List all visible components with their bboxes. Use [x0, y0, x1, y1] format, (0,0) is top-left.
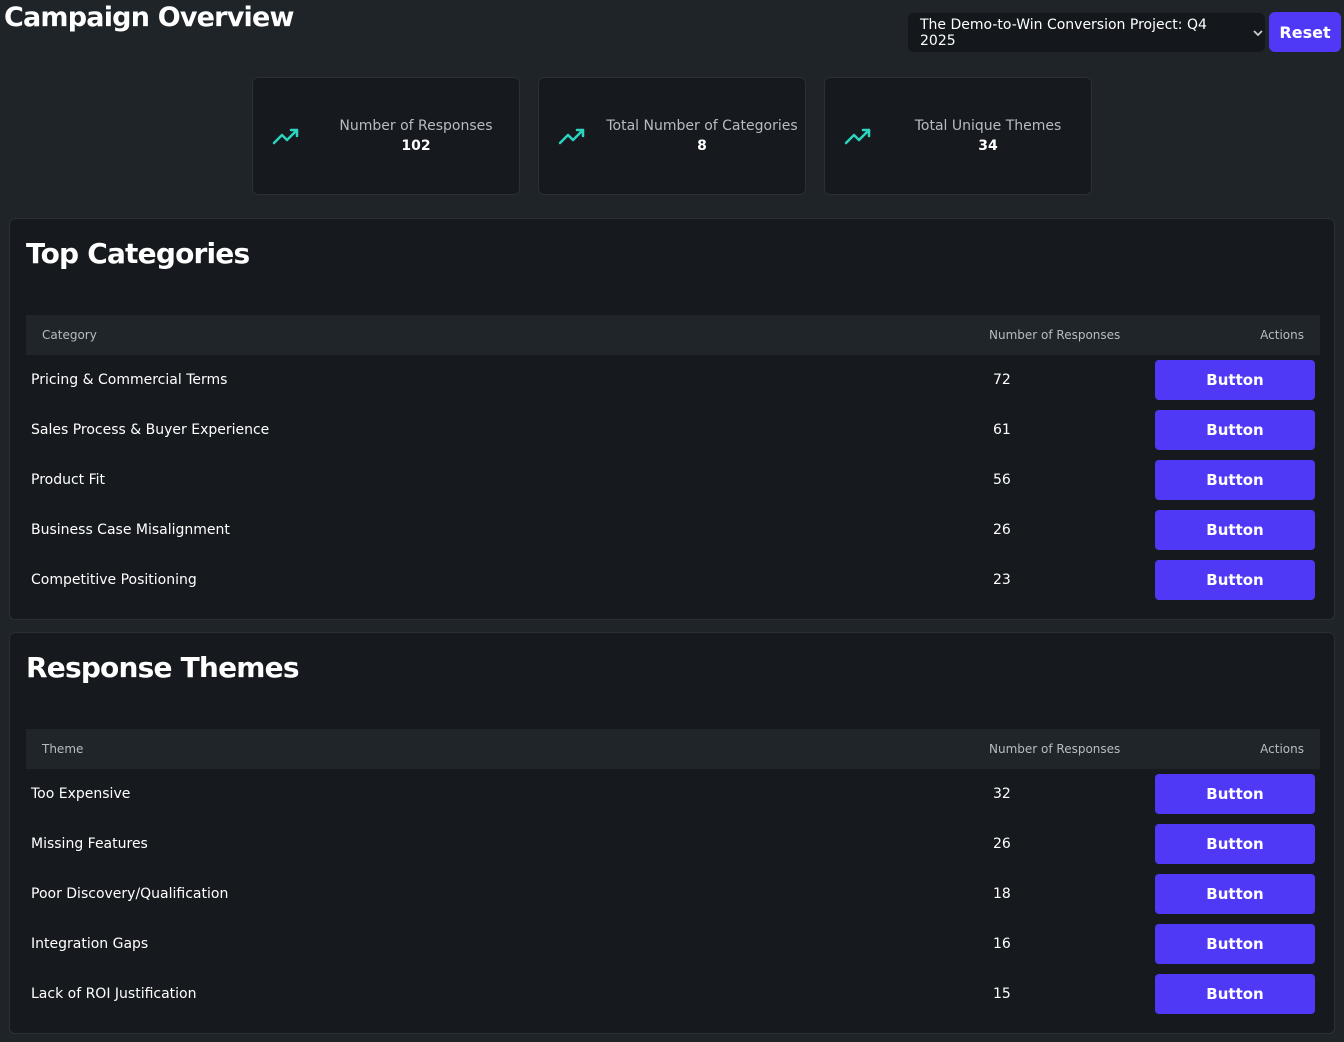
row-count: 26	[993, 836, 1011, 852]
row-label: Lack of ROI Justification	[31, 986, 197, 1002]
reset-button[interactable]: Reset	[1269, 12, 1341, 52]
table-row: Competitive Positioning 23 Button	[26, 555, 1320, 605]
action-button[interactable]: Button	[1155, 560, 1315, 600]
row-count: 72	[993, 372, 1011, 388]
row-label: Integration Gaps	[31, 936, 149, 952]
trend-icon	[272, 128, 299, 145]
table-row: Pricing & Commercial Terms 72 Button	[26, 355, 1320, 405]
row-count: 16	[993, 936, 1011, 952]
row-label: Missing Features	[31, 836, 148, 852]
table-row: Product Fit 56 Button	[26, 455, 1320, 505]
project-select[interactable]: The Demo-to-Win Conversion Project: Q4 2…	[908, 13, 1265, 52]
row-label: Poor Discovery/Qualification	[31, 886, 229, 902]
column-header: Number of Responses	[989, 328, 1121, 342]
column-header: Theme	[42, 742, 84, 756]
row-count: 61	[993, 422, 1011, 438]
action-button[interactable]: Button	[1155, 774, 1315, 814]
stat-label: Number of Responses	[339, 118, 493, 134]
trend-icon	[844, 128, 871, 145]
row-label: Sales Process & Buyer Experience	[31, 422, 270, 438]
panel-title: Top Categories	[26, 237, 250, 270]
row-label: Business Case Misalignment	[31, 522, 230, 538]
row-count: 15	[993, 986, 1011, 1002]
row-count: 18	[993, 886, 1011, 902]
stat-value: 8	[697, 138, 707, 154]
row-count: 32	[993, 786, 1011, 802]
action-button[interactable]: Button	[1155, 410, 1315, 450]
table-panel: Response Themes Theme Number of Responses A…	[9, 632, 1335, 1034]
action-button[interactable]: Button	[1155, 924, 1315, 964]
stat-card: Number of Responses 102	[252, 77, 520, 195]
stat-label: Total Unique Themes	[914, 118, 1062, 134]
table-row: Sales Process & Buyer Experience 61 Button	[26, 405, 1320, 455]
action-button[interactable]: Button	[1155, 874, 1315, 914]
table-header: Category Number of Responses Actions	[26, 315, 1320, 355]
action-button[interactable]: Button	[1155, 974, 1315, 1014]
table-row: Too Expensive 32 Button	[26, 769, 1320, 819]
stat-card: Total Number of Categories 8	[538, 77, 806, 195]
action-button[interactable]: Button	[1155, 360, 1315, 400]
page-title: Campaign Overview	[4, 2, 294, 33]
stat-value: 34	[978, 138, 998, 154]
row-count: 56	[993, 472, 1011, 488]
column-header: Category	[42, 328, 97, 342]
chevron-icon	[1253, 29, 1263, 36]
table-row: Missing Features 26 Button	[26, 819, 1320, 869]
action-button[interactable]: Button	[1155, 510, 1315, 550]
table-row: Lack of ROI Justification 15 Button	[26, 969, 1320, 1019]
trend-icon	[558, 128, 585, 145]
row-label: Too Expensive	[31, 786, 131, 802]
table-row: Integration Gaps 16 Button	[26, 919, 1320, 969]
action-button[interactable]: Button	[1155, 824, 1315, 864]
row-label: Pricing & Commercial Terms	[31, 372, 228, 388]
stat-card: Total Unique Themes 34	[824, 77, 1092, 195]
column-header: Actions	[1260, 742, 1304, 756]
row-label: Competitive Positioning	[31, 572, 197, 588]
stat-value: 102	[401, 138, 431, 154]
row-count: 23	[993, 572, 1011, 588]
project-name: The Demo-to-Win Conversion Project: Q4 2…	[920, 16, 1207, 49]
column-header: Actions	[1260, 328, 1304, 342]
row-label: Product Fit	[31, 472, 106, 488]
table-row: Poor Discovery/Qualification 18 Button	[26, 869, 1320, 919]
row-count: 26	[993, 522, 1011, 538]
panel-title: Response Themes	[26, 651, 300, 684]
stat-label: Total Number of Categories	[606, 118, 798, 134]
column-header: Number of Responses	[989, 742, 1121, 756]
table-row: Business Case Misalignment 26 Button	[26, 505, 1320, 555]
table-header: Theme Number of Responses Actions	[26, 729, 1320, 769]
action-button[interactable]: Button	[1155, 460, 1315, 500]
table-panel: Top Categories Category Number of Response…	[9, 218, 1335, 620]
